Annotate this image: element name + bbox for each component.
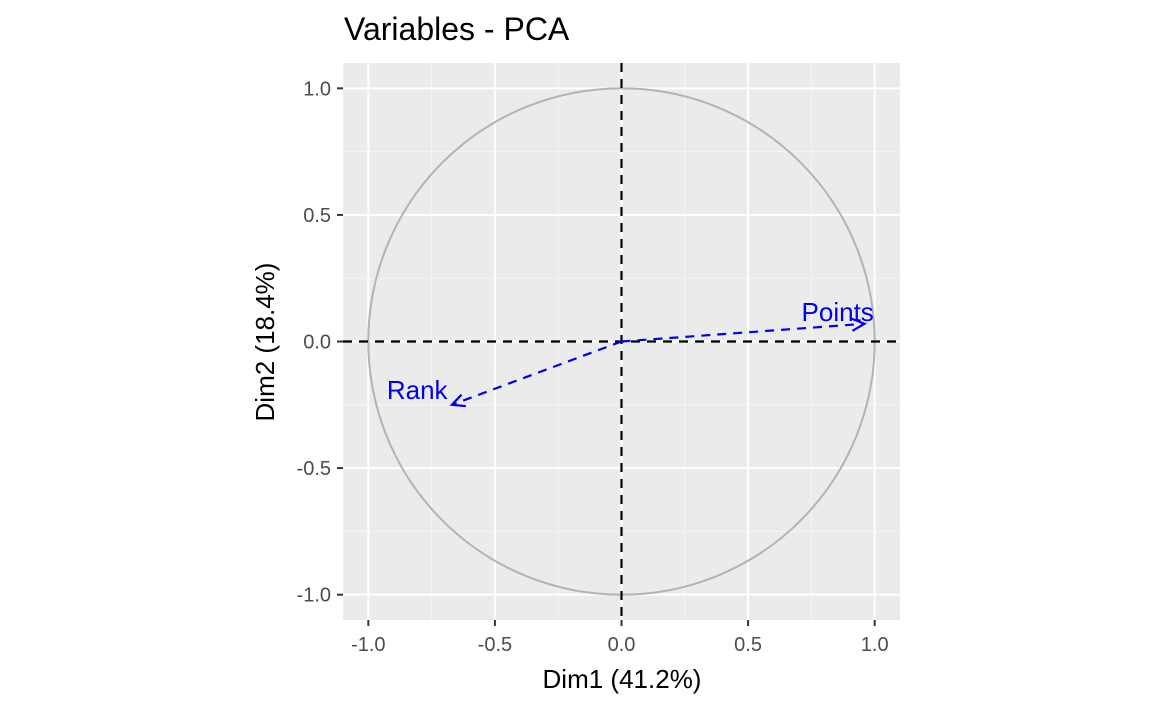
- points-arrowhead: [851, 317, 868, 332]
- y-tick-label: -0.5: [297, 458, 331, 480]
- variable-arrows: Points Rank: [387, 297, 874, 408]
- y-tick-label: -1.0: [297, 585, 331, 607]
- x-axis-title: Dim1 (41.2%): [543, 664, 702, 694]
- rank-label: Rank: [387, 375, 449, 405]
- y-axis: -1.0 -0.5 0.0 0.5 1.0: [297, 78, 343, 607]
- x-tick-label: 0.0: [608, 634, 636, 656]
- y-tick-label: 0.5: [303, 205, 331, 227]
- chart-title: Variables - PCA: [344, 11, 570, 47]
- x-tick-label: 0.5: [734, 634, 762, 656]
- y-axis-title: Dim2 (18.4%): [250, 263, 280, 422]
- rank-arrow: [451, 340, 622, 406]
- points-arrow: [621, 322, 865, 343]
- y-tick-label: 0.0: [303, 332, 331, 354]
- x-axis: -1.0 -0.5 0.0 0.5 1.0: [351, 620, 889, 656]
- x-tick-label: -1.0: [351, 634, 385, 656]
- rank-arrowhead: [449, 393, 466, 408]
- points-label: Points: [802, 297, 874, 327]
- x-tick-label: -0.5: [478, 634, 512, 656]
- x-tick-label: 1.0: [861, 634, 889, 656]
- y-tick-label: 1.0: [303, 78, 331, 100]
